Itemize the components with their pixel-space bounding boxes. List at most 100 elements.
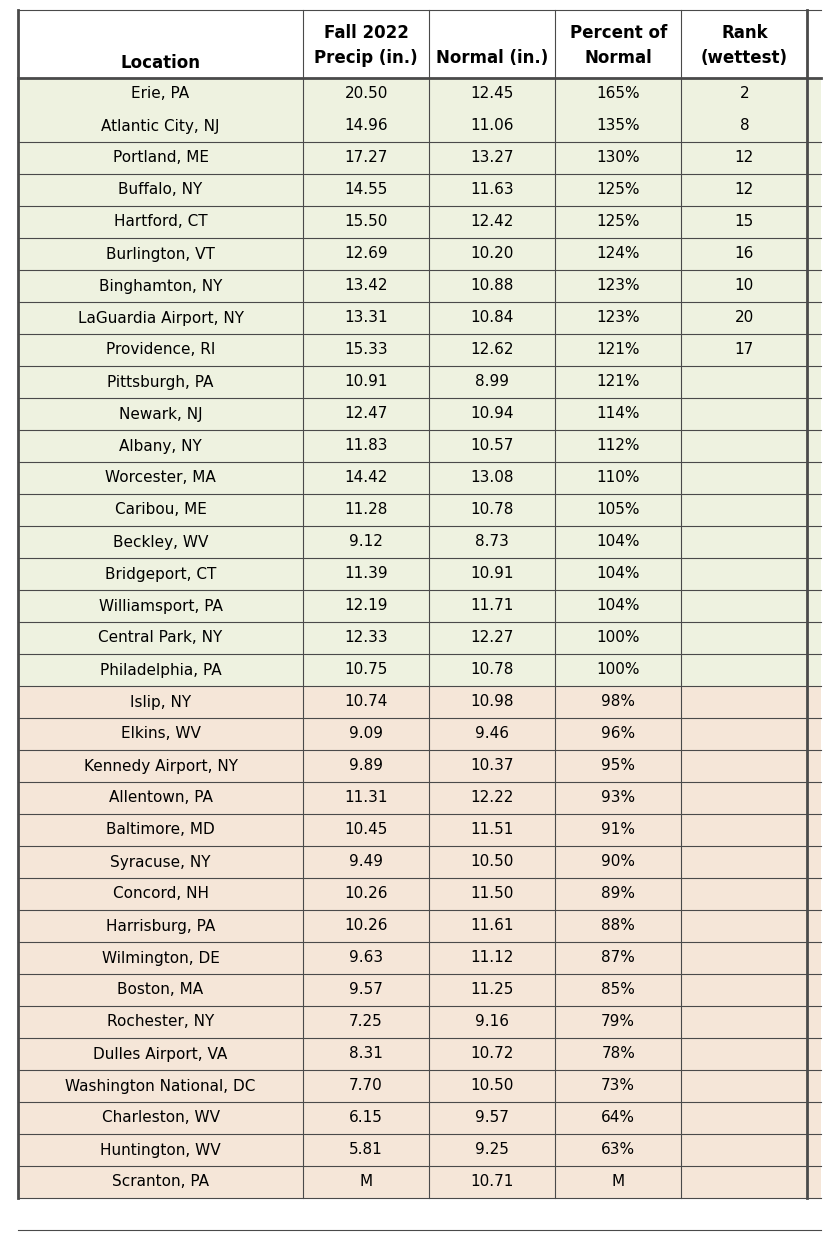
Text: 14.42: 14.42 bbox=[345, 471, 388, 486]
Bar bbox=[18, 270, 821, 302]
Bar bbox=[18, 1038, 821, 1070]
Text: 10.20: 10.20 bbox=[471, 247, 513, 261]
Text: 9.16: 9.16 bbox=[475, 1015, 509, 1030]
Text: 88%: 88% bbox=[602, 918, 635, 933]
Text: 8.99: 8.99 bbox=[475, 374, 509, 389]
Text: 13.08: 13.08 bbox=[471, 471, 514, 486]
Text: Fall 2022: Fall 2022 bbox=[324, 24, 409, 42]
Text: 20.50: 20.50 bbox=[345, 87, 388, 102]
Text: Concord, NH: Concord, NH bbox=[112, 886, 209, 902]
Text: 9.46: 9.46 bbox=[475, 726, 509, 741]
Bar bbox=[18, 206, 821, 238]
Text: 121%: 121% bbox=[597, 342, 640, 358]
Text: Beckley, WV: Beckley, WV bbox=[112, 534, 208, 550]
Text: 11.83: 11.83 bbox=[344, 439, 388, 453]
Text: Philadelphia, PA: Philadelphia, PA bbox=[100, 663, 221, 678]
Text: 135%: 135% bbox=[597, 119, 640, 134]
Text: Bridgeport, CT: Bridgeport, CT bbox=[105, 566, 216, 581]
Text: 89%: 89% bbox=[602, 886, 635, 902]
Bar bbox=[18, 1101, 821, 1134]
Text: Atlantic City, NJ: Atlantic City, NJ bbox=[102, 119, 220, 134]
Text: 130%: 130% bbox=[597, 150, 640, 166]
Bar bbox=[18, 335, 821, 366]
Text: 13.31: 13.31 bbox=[344, 311, 388, 326]
Text: 10.94: 10.94 bbox=[471, 406, 514, 421]
Text: 104%: 104% bbox=[597, 566, 640, 581]
Text: 104%: 104% bbox=[597, 534, 640, 550]
Text: 10.50: 10.50 bbox=[471, 855, 513, 870]
Text: M: M bbox=[360, 1175, 373, 1189]
Bar bbox=[18, 238, 821, 270]
Text: 13.42: 13.42 bbox=[344, 279, 388, 294]
Text: 10.45: 10.45 bbox=[345, 823, 388, 838]
Text: 11.28: 11.28 bbox=[345, 503, 388, 518]
Text: 12: 12 bbox=[735, 150, 754, 166]
Text: Williamsport, PA: Williamsport, PA bbox=[99, 598, 222, 613]
Text: 17: 17 bbox=[735, 342, 754, 358]
Text: Providence, RI: Providence, RI bbox=[106, 342, 216, 358]
Text: Erie, PA: Erie, PA bbox=[132, 87, 190, 102]
Text: 73%: 73% bbox=[602, 1078, 635, 1094]
Text: LaGuardia Airport, NY: LaGuardia Airport, NY bbox=[77, 311, 243, 326]
Text: 10.91: 10.91 bbox=[344, 374, 388, 389]
Text: 11.31: 11.31 bbox=[344, 790, 388, 805]
Text: Baltimore, MD: Baltimore, MD bbox=[107, 823, 215, 838]
Text: 12.27: 12.27 bbox=[471, 631, 513, 646]
Text: 10.78: 10.78 bbox=[471, 663, 513, 678]
Text: 112%: 112% bbox=[597, 439, 640, 453]
Text: Normal: Normal bbox=[585, 48, 652, 67]
Text: Rochester, NY: Rochester, NY bbox=[107, 1015, 214, 1030]
Text: 78%: 78% bbox=[602, 1047, 635, 1062]
Text: 64%: 64% bbox=[602, 1110, 635, 1125]
Bar bbox=[18, 686, 821, 717]
Text: 13.27: 13.27 bbox=[471, 150, 514, 166]
Text: Scranton, PA: Scranton, PA bbox=[112, 1175, 209, 1189]
Bar bbox=[18, 462, 821, 494]
Text: (wettest): (wettest) bbox=[701, 48, 788, 67]
Text: 17.27: 17.27 bbox=[345, 150, 388, 166]
Text: 7.25: 7.25 bbox=[349, 1015, 383, 1030]
Bar bbox=[18, 142, 821, 173]
Text: 14.55: 14.55 bbox=[345, 182, 388, 197]
Text: 12.69: 12.69 bbox=[344, 247, 388, 261]
Text: 165%: 165% bbox=[597, 87, 640, 102]
Bar bbox=[18, 398, 821, 430]
Text: Portland, ME: Portland, ME bbox=[112, 150, 209, 166]
Text: Normal (in.): Normal (in.) bbox=[436, 48, 549, 67]
Text: Allentown, PA: Allentown, PA bbox=[108, 790, 212, 805]
Text: Kennedy Airport, NY: Kennedy Airport, NY bbox=[84, 758, 237, 773]
Text: 11.71: 11.71 bbox=[471, 598, 513, 613]
Text: Islip, NY: Islip, NY bbox=[130, 695, 191, 710]
Text: 11.50: 11.50 bbox=[471, 886, 513, 902]
Text: Charleston, WV: Charleston, WV bbox=[102, 1110, 220, 1125]
Text: 8.31: 8.31 bbox=[349, 1047, 383, 1062]
Text: 6.15: 6.15 bbox=[349, 1110, 383, 1125]
Bar bbox=[18, 558, 821, 590]
Text: 9.09: 9.09 bbox=[349, 726, 383, 741]
Text: 12.45: 12.45 bbox=[471, 87, 513, 102]
Text: 10.88: 10.88 bbox=[471, 279, 513, 294]
Text: 85%: 85% bbox=[602, 983, 635, 997]
Text: 9.57: 9.57 bbox=[349, 983, 383, 997]
Text: 105%: 105% bbox=[597, 503, 640, 518]
Text: 11.12: 11.12 bbox=[471, 950, 513, 965]
Text: 20: 20 bbox=[735, 311, 754, 326]
Bar bbox=[18, 717, 821, 750]
Text: 125%: 125% bbox=[597, 214, 640, 229]
Bar bbox=[18, 1134, 821, 1166]
Text: Harrisburg, PA: Harrisburg, PA bbox=[106, 918, 215, 933]
Text: 10.26: 10.26 bbox=[344, 886, 388, 902]
Text: 87%: 87% bbox=[602, 950, 635, 965]
Text: Worcester, MA: Worcester, MA bbox=[105, 471, 216, 486]
Text: 12: 12 bbox=[735, 182, 754, 197]
Bar bbox=[18, 878, 821, 909]
Text: Caribou, ME: Caribou, ME bbox=[115, 503, 206, 518]
Text: 10.74: 10.74 bbox=[345, 695, 388, 710]
Text: 9.63: 9.63 bbox=[349, 950, 383, 965]
Bar bbox=[18, 846, 821, 878]
Text: Central Park, NY: Central Park, NY bbox=[98, 631, 222, 646]
Text: M: M bbox=[612, 1175, 625, 1189]
Bar bbox=[18, 1166, 821, 1198]
Text: 104%: 104% bbox=[597, 598, 640, 613]
Text: 125%: 125% bbox=[597, 182, 640, 197]
